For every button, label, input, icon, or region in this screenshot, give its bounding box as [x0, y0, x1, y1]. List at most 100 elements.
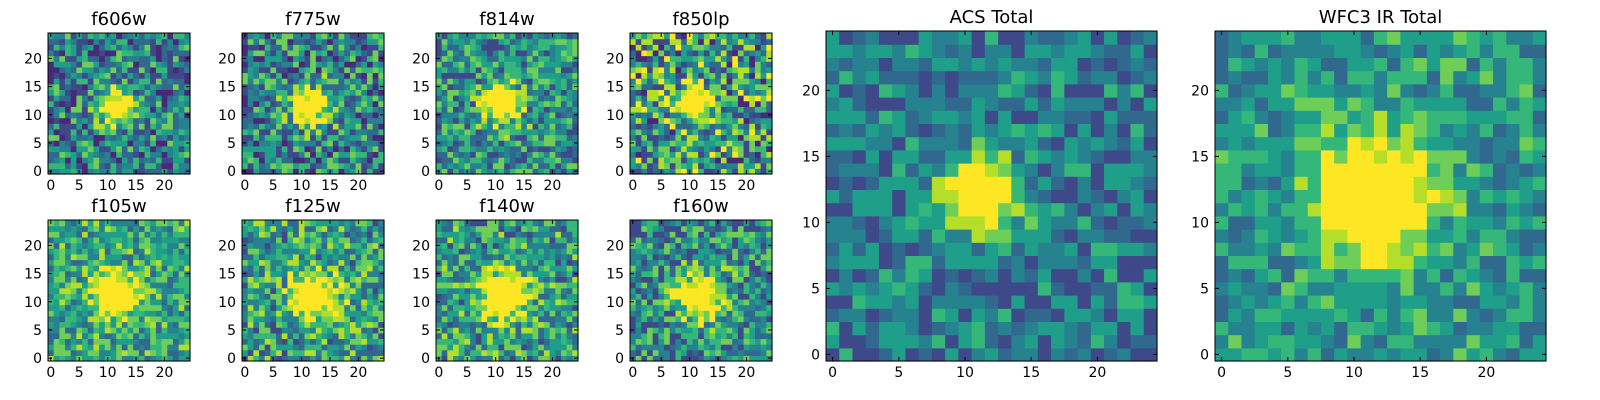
heatmap-cell — [560, 287, 568, 294]
heatmap-cell — [332, 123, 340, 130]
heatmap-cell — [509, 89, 517, 96]
heatmap-cell — [715, 61, 722, 68]
heatmap-cell — [344, 259, 351, 266]
heatmap-cell — [355, 270, 362, 277]
heatmap-cell — [161, 106, 168, 113]
heatmap-cell — [104, 282, 112, 289]
heatmap-cell — [692, 134, 699, 141]
heatmap-cell — [698, 117, 705, 124]
heatmap-cell — [378, 72, 385, 79]
heatmap-cell — [150, 270, 157, 277]
heatmap-cell — [686, 117, 694, 124]
heatmap-cell — [161, 270, 168, 277]
heatmap-cell — [281, 276, 289, 283]
heatmap-cell — [681, 61, 688, 68]
heatmap-cell — [184, 304, 191, 311]
heatmap-cell — [481, 111, 488, 119]
heatmap-cell — [543, 83, 551, 90]
heatmap-cell — [737, 106, 745, 113]
heatmap-cell — [647, 298, 654, 306]
heatmap-cell — [572, 349, 579, 356]
heatmap-cell — [487, 242, 494, 249]
heatmap-cell — [253, 128, 260, 136]
heatmap-cell — [321, 33, 328, 40]
heatmap-cell — [287, 78, 294, 85]
heatmap-cell — [276, 253, 283, 261]
heatmap-cell — [749, 83, 756, 90]
heatmap-cell — [720, 95, 728, 102]
heatmap-cell — [543, 231, 551, 238]
heatmap-cell — [315, 225, 323, 232]
heatmap-cell — [560, 162, 568, 169]
heatmap-cell — [566, 242, 573, 249]
heatmap-cell — [99, 78, 106, 85]
heatmap-cell — [635, 162, 642, 169]
heatmap-cell — [104, 265, 112, 272]
heatmap-cell — [99, 38, 106, 45]
heatmap-cell — [743, 44, 750, 51]
heatmap-cell — [737, 315, 745, 323]
heatmap-cell — [48, 151, 55, 158]
heatmap-cell — [726, 145, 733, 153]
heatmap-cell — [242, 321, 249, 328]
heatmap-cell — [692, 106, 699, 113]
heatmap-cell — [332, 315, 340, 323]
heatmap-cell — [709, 66, 716, 74]
heatmap-cell — [664, 72, 671, 79]
heatmap-cell — [99, 123, 106, 130]
heatmap-cell — [298, 253, 306, 261]
heatmap-cell — [715, 157, 722, 164]
heatmap-cell — [366, 162, 374, 169]
heatmap-cell — [754, 349, 762, 356]
heatmap-cell — [703, 128, 711, 136]
heatmap-cell — [315, 38, 323, 45]
heatmap-cell — [104, 344, 112, 351]
heatmap-cell — [726, 293, 733, 300]
heatmap-cell — [709, 49, 716, 57]
heatmap-cell — [378, 66, 385, 74]
heatmap-cell — [116, 332, 123, 340]
heatmap-cell — [127, 168, 134, 175]
heatmap-cell — [732, 151, 739, 158]
heatmap-cell — [664, 83, 671, 90]
heatmap-cell — [658, 38, 665, 45]
heatmap-cell — [53, 89, 60, 96]
heatmap-cell — [76, 83, 83, 90]
heatmap-cell — [65, 89, 72, 96]
heatmap-cell — [526, 140, 534, 147]
heatmap-cell — [361, 287, 368, 294]
heatmap-cell — [247, 38, 254, 45]
heatmap-cell — [361, 162, 368, 169]
heatmap-cell — [543, 111, 551, 119]
heatmap-cell — [509, 145, 517, 153]
heatmap-cell — [447, 38, 454, 45]
heatmap-cell — [161, 259, 168, 266]
heatmap-cell — [138, 123, 146, 130]
heatmap-cell — [53, 140, 60, 147]
heatmap-cell — [703, 293, 711, 300]
heatmap-cell — [355, 344, 362, 351]
heatmap-cell — [178, 123, 185, 130]
heatmap-cell — [150, 265, 157, 272]
heatmap-cell — [504, 95, 511, 102]
heatmap-cell — [259, 259, 266, 266]
heatmap-cell — [372, 332, 379, 340]
heatmap-cell — [281, 117, 289, 124]
heatmap-cell — [247, 355, 254, 362]
heatmap-cell — [436, 265, 443, 272]
heatmap-cell — [458, 89, 465, 96]
heatmap-cell — [298, 304, 306, 311]
heatmap-cell — [70, 270, 77, 277]
heatmap-cell — [99, 83, 106, 90]
heatmap-cell — [82, 236, 89, 244]
heatmap-cell — [110, 225, 117, 232]
heatmap-cell — [65, 242, 72, 249]
heatmap-cell — [127, 231, 134, 238]
heatmap-cell — [492, 287, 500, 294]
heatmap-cell — [566, 44, 573, 51]
heatmap-cell — [287, 231, 294, 238]
heatmap-cell — [59, 310, 66, 317]
heatmap-cell — [298, 78, 306, 85]
heatmap-cell — [686, 78, 694, 85]
heatmap-cell — [247, 338, 254, 345]
